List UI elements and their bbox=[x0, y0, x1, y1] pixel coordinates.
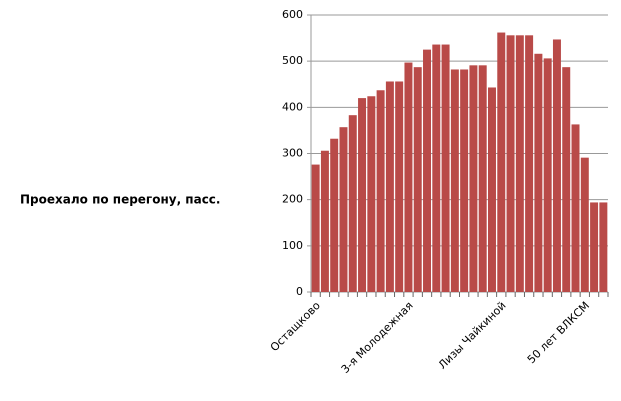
bar bbox=[543, 58, 552, 292]
y-tick-label: 600 bbox=[282, 8, 303, 21]
bar bbox=[590, 202, 599, 292]
bar bbox=[348, 115, 357, 292]
bar bbox=[525, 35, 534, 293]
bar bbox=[385, 81, 394, 292]
bar bbox=[506, 35, 515, 293]
bar bbox=[599, 202, 608, 292]
bar bbox=[432, 44, 441, 293]
bar bbox=[311, 164, 320, 292]
bar bbox=[404, 62, 413, 292]
y-tick-label: 200 bbox=[282, 193, 303, 206]
bar bbox=[376, 90, 385, 292]
y-tick-label: 500 bbox=[282, 54, 303, 67]
bar bbox=[413, 67, 422, 292]
x-tick-label: Лизы Чайкиной bbox=[436, 299, 509, 372]
bar bbox=[469, 65, 478, 293]
bar bbox=[339, 127, 348, 292]
bar bbox=[478, 65, 487, 293]
bar bbox=[423, 49, 432, 292]
x-tick-label: Остащково bbox=[268, 299, 323, 354]
bar bbox=[571, 124, 580, 292]
bar bbox=[515, 35, 524, 293]
bar bbox=[534, 53, 543, 292]
bar bbox=[552, 39, 561, 292]
bar bbox=[487, 87, 496, 293]
bar bbox=[580, 157, 589, 292]
y-tick-label: 400 bbox=[282, 100, 303, 113]
bar bbox=[450, 69, 459, 292]
bar bbox=[358, 98, 367, 292]
bar bbox=[367, 96, 376, 293]
y-tick-label: 0 bbox=[296, 285, 303, 298]
y-axis-label: Проехало по перегону, пасс. bbox=[20, 193, 220, 207]
bar bbox=[460, 69, 469, 292]
bar bbox=[497, 32, 506, 292]
bar bbox=[330, 138, 339, 292]
bar bbox=[562, 67, 571, 292]
bar bbox=[320, 150, 329, 292]
bar bbox=[441, 44, 450, 293]
y-tick-label: 100 bbox=[282, 239, 303, 252]
x-tick-label: 3-я Молодежная bbox=[339, 299, 416, 376]
y-tick-label: 300 bbox=[282, 147, 303, 160]
x-tick-label: 50 лет ВЛКСМ bbox=[525, 299, 592, 366]
bar bbox=[395, 81, 404, 292]
